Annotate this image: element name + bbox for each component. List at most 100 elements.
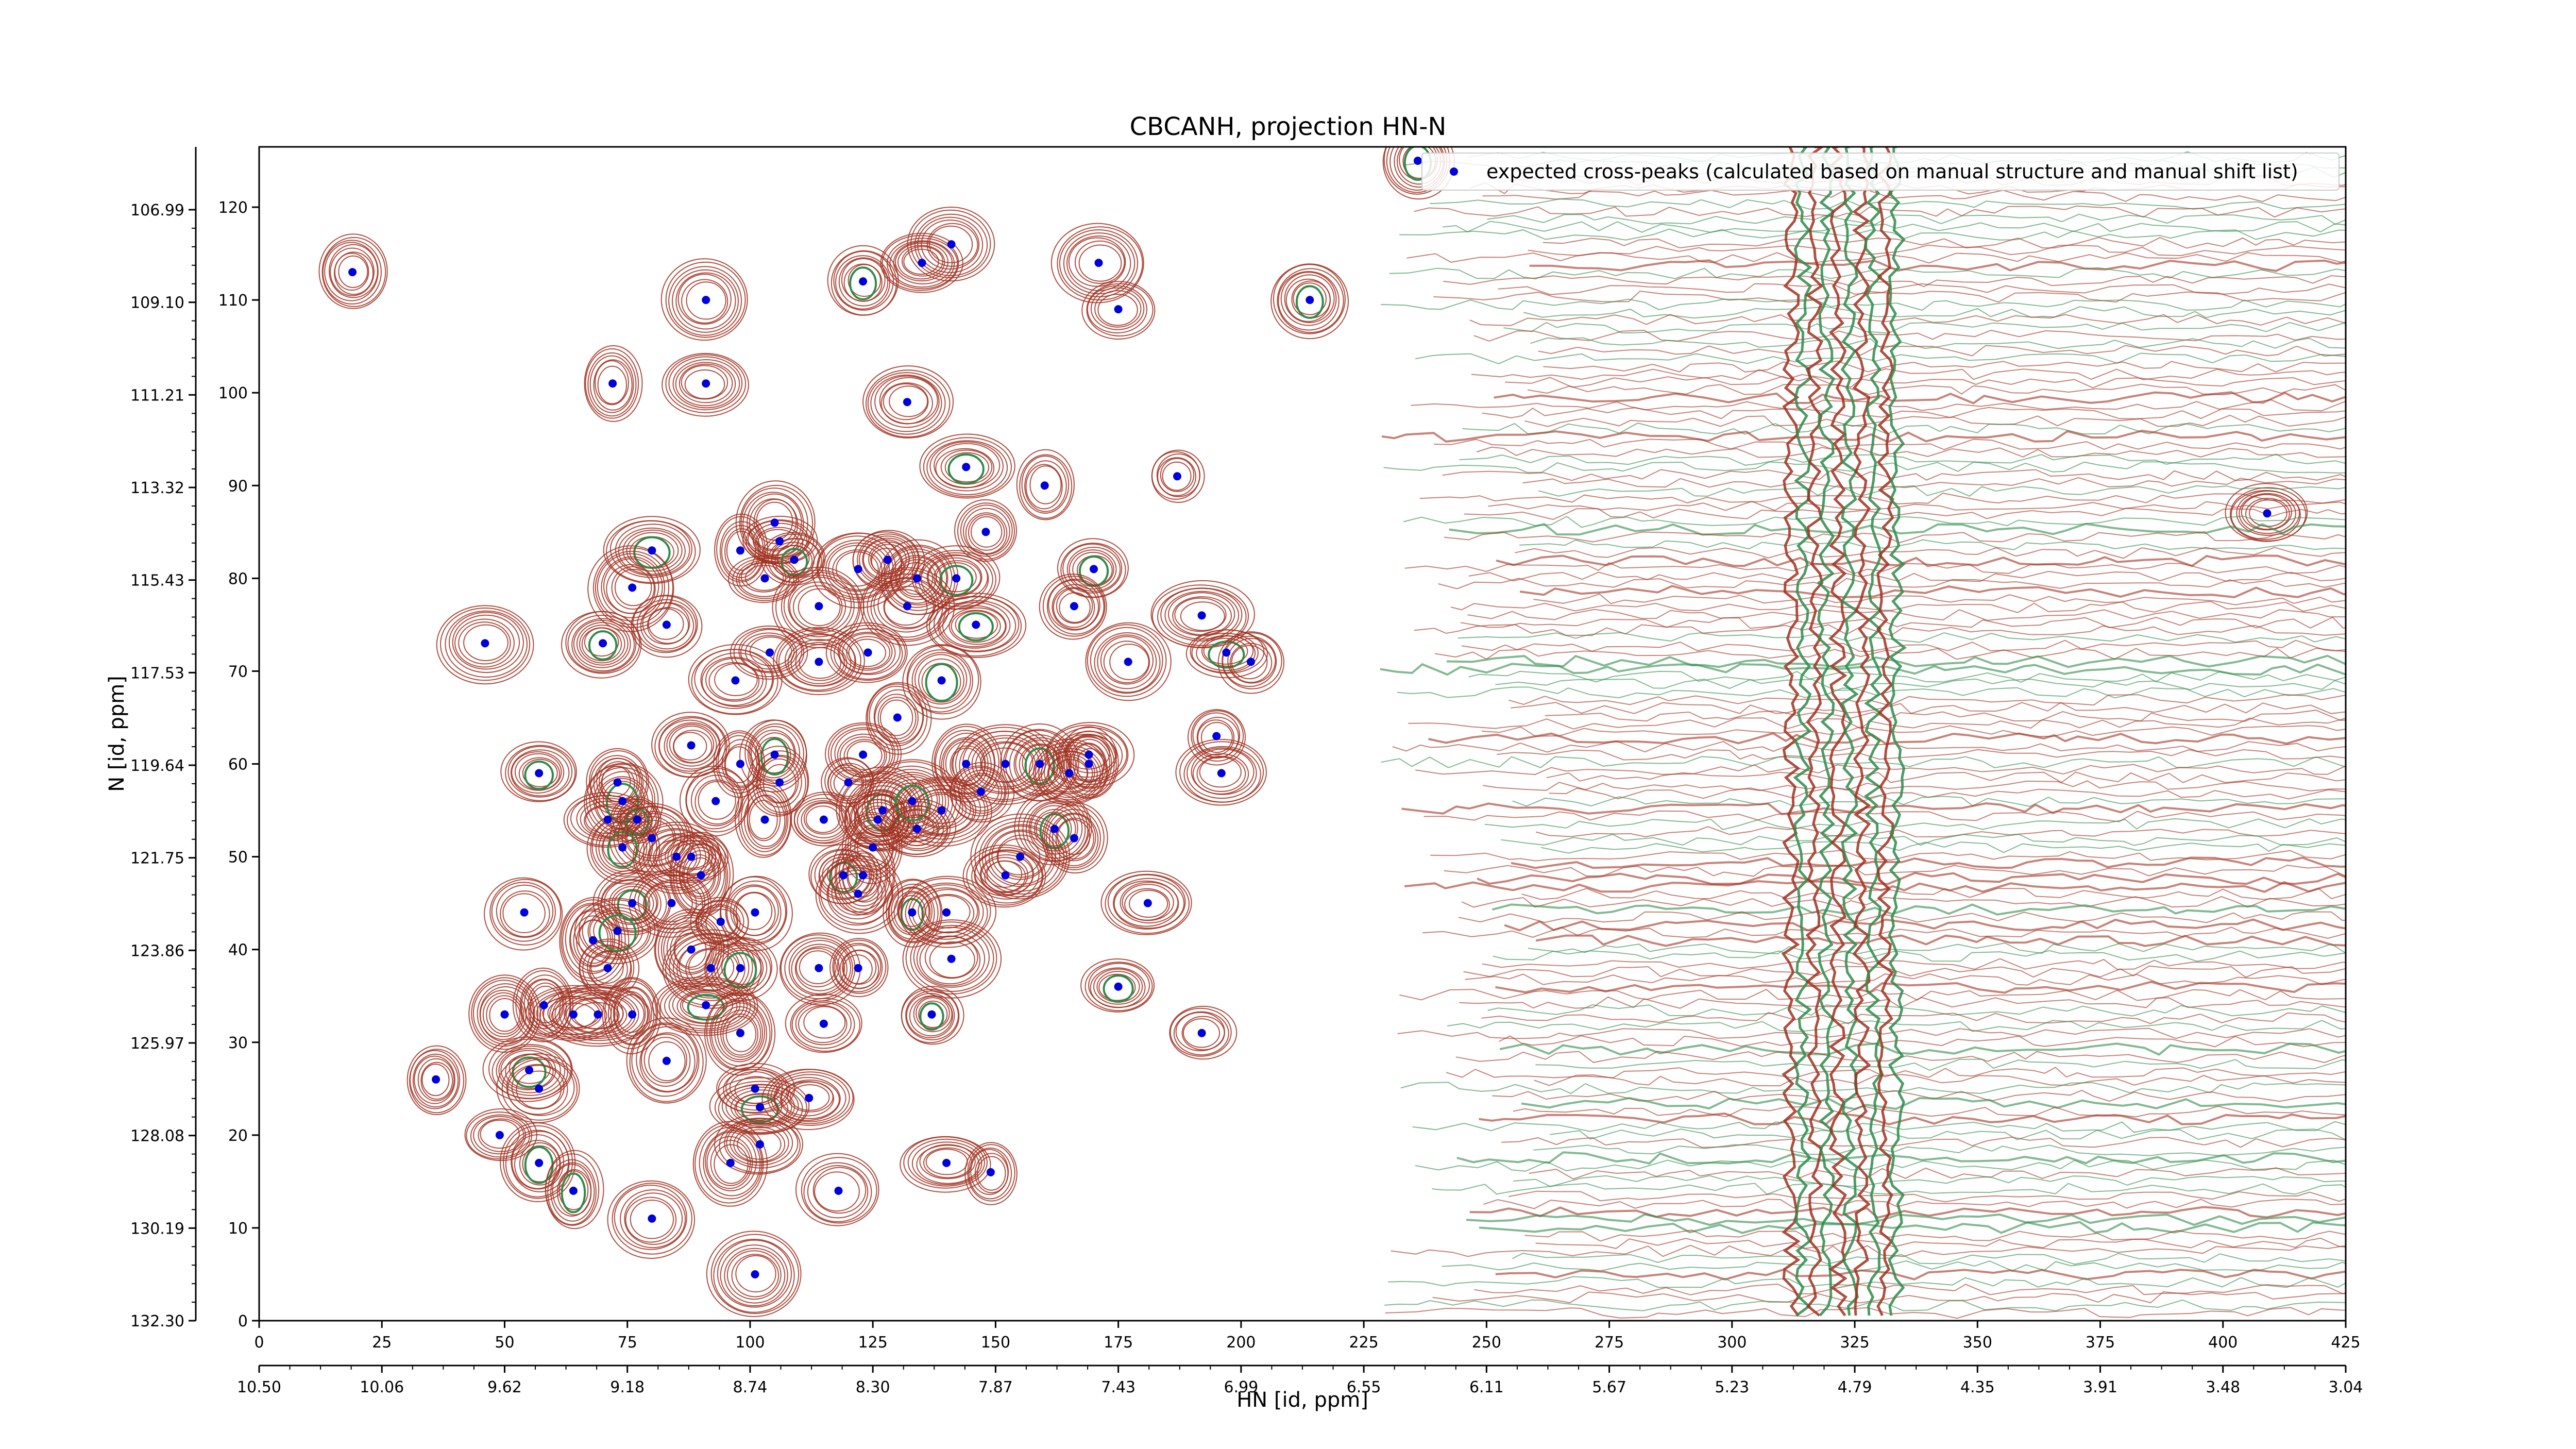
peak-contour [1109, 644, 1149, 680]
peak-contour [907, 1138, 985, 1187]
peak-contour [587, 545, 674, 632]
y-ppm-tick-label: 119.64 [130, 757, 184, 775]
y-ppm-tick-label: 121.75 [130, 850, 184, 868]
peak-contour [579, 625, 625, 664]
peak-contour [884, 776, 940, 824]
peak-contour [1064, 735, 1116, 773]
peak-contour [666, 723, 717, 767]
peak-contour [1030, 805, 1078, 852]
cross-peak-marker [815, 602, 823, 611]
peak-contour [590, 951, 624, 984]
y-ppm-tick-label: 123.86 [130, 942, 184, 960]
peak-contour [1038, 748, 1101, 801]
peak-contour [1024, 460, 1067, 512]
peak-contour [709, 1077, 810, 1135]
peak-contour [477, 983, 534, 1045]
peak-contour [614, 1185, 687, 1250]
noise-contour [1385, 1307, 2346, 1319]
noise-contour [1529, 259, 2346, 272]
noise-contour [1476, 446, 2346, 458]
cross-peak-marker [751, 908, 759, 917]
cross-peak-marker [912, 574, 921, 583]
peak-contour [739, 719, 807, 793]
peak-contour [756, 754, 806, 813]
peak-contour [561, 611, 642, 679]
peak-contour [742, 492, 804, 557]
noise-contour [1522, 477, 2346, 488]
cross-peak-marker [893, 713, 902, 722]
peak-contour [1174, 597, 1227, 632]
noise-contour [1479, 1112, 2346, 1125]
peak-contour [869, 685, 924, 747]
peak-contour [905, 990, 959, 1040]
peak-contour [918, 658, 964, 703]
peak-contour [500, 890, 550, 937]
peak-contour [1175, 738, 1267, 806]
peak-contour [957, 502, 1015, 560]
peak-contour [654, 908, 729, 990]
peak-contour [721, 950, 761, 985]
peak-contour [698, 781, 736, 820]
cross-peak-marker [1040, 481, 1049, 490]
peak-contour [669, 934, 753, 1001]
water-ridge-contour [1805, 147, 1824, 1317]
noise-contour [1498, 283, 2346, 295]
cross-peak-marker [569, 1186, 578, 1195]
cross-peak-marker [839, 871, 848, 880]
peak-contour [821, 757, 874, 807]
peak-contour [681, 365, 728, 400]
peak-contour [669, 726, 715, 764]
peak-contour [825, 622, 908, 683]
noise-contour [1461, 639, 2346, 652]
peak-contour [2239, 493, 2296, 534]
peak-contour [1105, 873, 1190, 934]
peak-contour [489, 998, 521, 1032]
noise-contour [1404, 562, 2346, 575]
cross-peak-marker [942, 908, 951, 917]
peak-contour-negative [919, 1002, 944, 1031]
peak-contour [1058, 733, 1117, 778]
peak-contour [505, 745, 576, 801]
noise-contour [1499, 1042, 2346, 1056]
cross-peak-marker [569, 1010, 578, 1019]
peak-contour [1069, 549, 1117, 589]
peak-contour [740, 632, 798, 672]
cross-peak-marker [805, 1093, 814, 1102]
noise-contour [1513, 1105, 2346, 1118]
cross-peak-marker [500, 1010, 509, 1019]
peak-contour [963, 508, 1010, 555]
noise-contour [1515, 547, 2346, 559]
peak-contour [1227, 638, 1276, 684]
noise-contour [1503, 322, 2346, 334]
peak-contour [706, 992, 773, 1071]
peak-contour [1055, 817, 1094, 860]
peak-contour [841, 258, 886, 302]
peak-contour [1057, 538, 1129, 598]
peak-contour [903, 248, 939, 275]
cross-peak-marker [535, 1158, 544, 1167]
peak-contour [705, 937, 772, 997]
cross-peak-marker [1094, 259, 1103, 267]
peak-contour [1200, 722, 1233, 753]
peak-contour [799, 950, 837, 984]
peak-contour [788, 940, 852, 996]
peak-contour-negative [947, 453, 985, 485]
cross-peak-marker [918, 259, 926, 267]
peak-contour [512, 967, 574, 1042]
noise-contour [1456, 1151, 2346, 1165]
peak-contour [636, 1026, 698, 1093]
peak-contour [736, 560, 794, 599]
peak-contour [675, 272, 736, 330]
peak-contour [414, 1055, 455, 1104]
noise-contour [1528, 942, 2346, 955]
peak-contour [664, 983, 748, 1030]
noise-contour [1501, 833, 2346, 846]
peak-contour [1048, 580, 1100, 631]
cross-peak-marker [1084, 750, 1093, 759]
peak-contour [496, 884, 554, 938]
y-tick-label: 70 [228, 663, 248, 681]
y-tick-label: 110 [218, 292, 248, 310]
noise-contour [1423, 810, 2346, 822]
noise-contour [1443, 221, 2346, 233]
